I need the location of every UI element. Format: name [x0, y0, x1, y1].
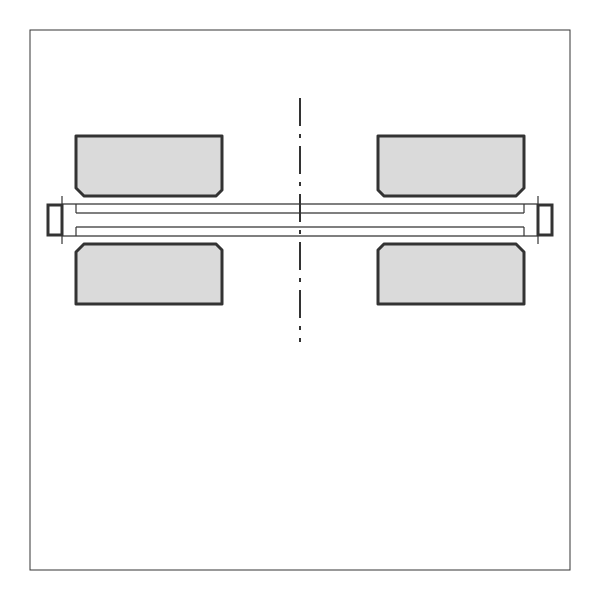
roller-right: [538, 205, 552, 235]
roller-left: [48, 205, 62, 235]
race-left-top: [76, 136, 222, 196]
race-right-bottom: [378, 244, 524, 304]
race-left-bottom: [76, 244, 222, 304]
bearing-cross-section-diagram: [0, 0, 600, 600]
race-right-top: [378, 136, 524, 196]
